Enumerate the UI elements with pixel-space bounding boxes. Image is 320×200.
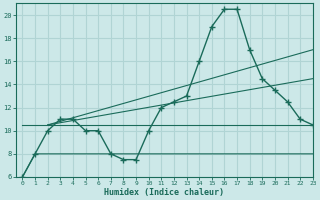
X-axis label: Humidex (Indice chaleur): Humidex (Indice chaleur)	[104, 188, 224, 197]
